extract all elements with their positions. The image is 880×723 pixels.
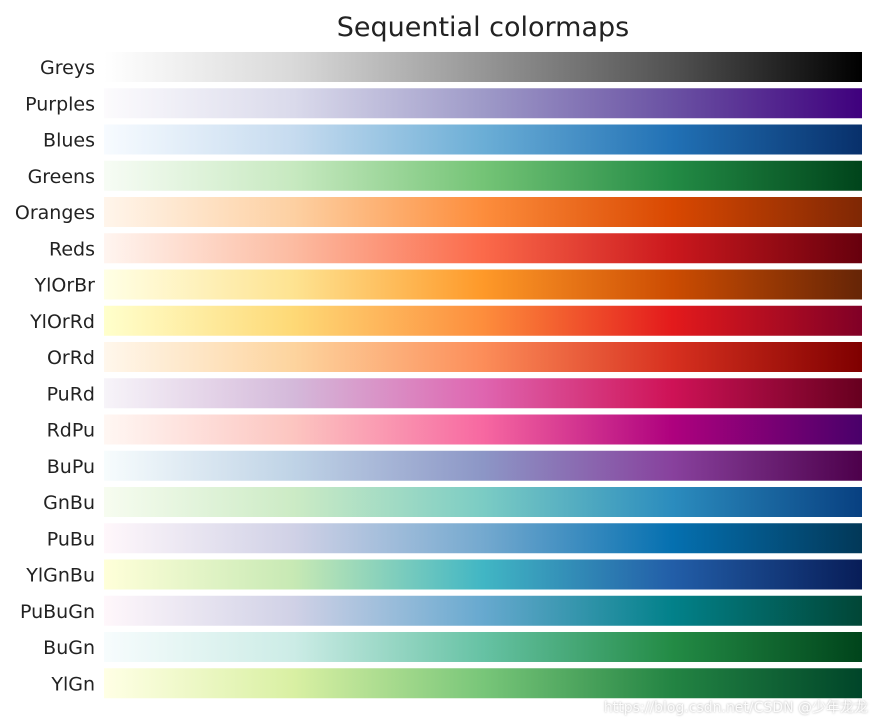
colormap-strip-orrd	[104, 342, 862, 372]
colormap-strip-reds	[104, 233, 862, 264]
colormap-label-pubu: PuBu	[47, 528, 95, 550]
chart-title: Sequential colormaps	[336, 12, 630, 43]
colormap-label-purd: PuRd	[47, 383, 95, 405]
colormap-strip-pubu	[104, 523, 862, 554]
colormap-strip-greens	[104, 160, 862, 191]
colormap-strip-ylgnbu	[104, 559, 862, 590]
colormap-strip-bugn	[104, 632, 862, 662]
colormap-label-bugn: BuGn	[43, 637, 95, 659]
colormap-strip-ylorbr	[104, 269, 862, 300]
colormap-strip-ylgn	[104, 668, 862, 699]
colormap-label-purples: Purples	[25, 93, 95, 115]
colormap-label-ylgnbu: YlGnBu	[25, 565, 95, 587]
colormap-label-greens: Greens	[28, 166, 95, 188]
colormap-label-rdpu: RdPu	[47, 420, 95, 442]
colormap-strip-blues	[104, 124, 862, 155]
colormap-label-bupu: BuPu	[47, 456, 95, 478]
colormap-label-orrd: OrRd	[47, 347, 95, 369]
colormap-label-gnbu: GnBu	[43, 492, 95, 514]
colormap-label-pubugn: PuBuGn	[20, 601, 95, 623]
colormap-strip-greys	[104, 52, 862, 82]
colormap-strip-bupu	[104, 450, 862, 481]
colormap-label-greys: Greys	[40, 57, 95, 79]
colormap-strip-purd	[104, 378, 862, 409]
colormap-label-blues: Blues	[43, 130, 95, 152]
colormap-strip-ylorrd	[104, 305, 862, 336]
colormap-label-ylgn: YlGn	[50, 673, 95, 695]
colormap-label-ylorbr: YlOrBr	[34, 275, 96, 297]
colormap-strip-gnbu	[104, 487, 862, 517]
colormap-label-oranges: Oranges	[15, 202, 95, 224]
colormap-strip-purples	[104, 88, 862, 119]
colormap-label-reds: Reds	[49, 238, 95, 260]
colormap-strip-pubugn	[104, 595, 862, 626]
colormap-strip-oranges	[104, 197, 862, 227]
colormap-label-ylorrd: YlOrRd	[29, 311, 95, 333]
watermark: https://blog.csdn.net/CSDN @少年龙龙	[603, 700, 868, 716]
colormap-strip-rdpu	[104, 414, 862, 445]
